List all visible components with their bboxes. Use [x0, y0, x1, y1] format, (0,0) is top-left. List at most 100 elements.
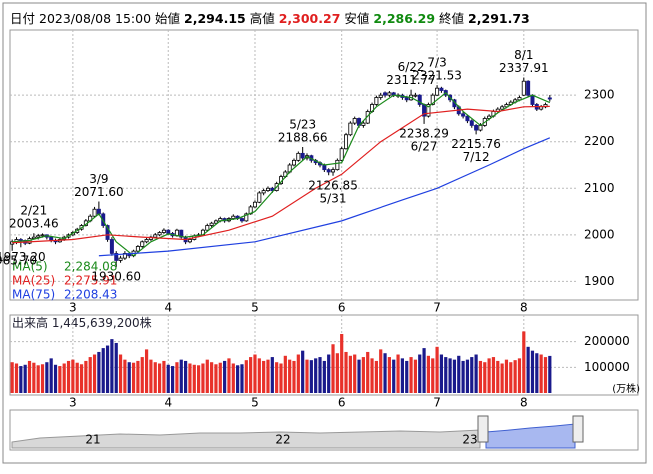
volume-bar: [483, 362, 487, 393]
y-tick-label: 1900: [584, 274, 615, 288]
volume-bar: [205, 359, 209, 393]
annotation-date: 3/9: [89, 172, 108, 186]
candle-body: [430, 94, 435, 105]
volume-bar: [409, 357, 413, 393]
price-panel: [9, 29, 639, 301]
volume-bar: [322, 360, 326, 393]
annotation-value: 2188.66: [278, 131, 328, 145]
candle-body: [378, 94, 383, 98]
volume-bar: [175, 362, 179, 393]
volume-bar: [370, 358, 374, 393]
candle-body: [257, 192, 262, 203]
candle-body: [213, 220, 218, 224]
volume-bar: [75, 362, 79, 393]
annotation-value: 2238.29: [399, 126, 449, 140]
volume-bar: [491, 357, 496, 393]
navigator-handle[interactable]: [477, 415, 489, 443]
volume-bar: [40, 364, 45, 393]
candle-body: [439, 87, 444, 91]
annotation-value: 2003.46: [9, 217, 59, 231]
annotation-value: 1965.70: [0, 253, 37, 267]
candle-body: [118, 257, 123, 261]
legend-name: MA(5): [12, 260, 48, 274]
volume-bar: [153, 362, 157, 393]
candle-body: [135, 246, 140, 252]
volume-bar: [253, 354, 257, 393]
volume-bar: [240, 364, 244, 393]
volume-bar: [392, 359, 396, 393]
candle-body: [335, 159, 340, 171]
legend-value: 2,208.43: [64, 288, 117, 302]
y-tick-label: 2100: [584, 181, 615, 195]
volume-bar: [435, 346, 439, 393]
volume-tick-label: 200000: [584, 334, 630, 348]
open: 2,294.15: [184, 11, 246, 26]
legend-name: MA(75): [12, 288, 55, 302]
volume-bar: [526, 346, 530, 393]
candle-body: [144, 239, 149, 243]
volume-bar: [14, 363, 19, 393]
candle-body: [521, 80, 526, 96]
volume-bar: [201, 363, 205, 393]
volume-bar: [452, 359, 457, 393]
volume-bar: [79, 364, 84, 393]
volume-bar: [296, 354, 300, 393]
candle-body: [166, 229, 171, 234]
navigator-handle[interactable]: [572, 415, 584, 443]
annotation-date: 7/12: [463, 150, 490, 164]
volume-bar: [301, 350, 305, 393]
annotation-value: 2215.76: [451, 137, 501, 151]
candle-body: [239, 218, 244, 222]
volume-bar: [84, 360, 88, 393]
volume-bar: [426, 355, 431, 393]
candle-body: [300, 152, 305, 159]
annotation-value: 2126.85: [308, 178, 358, 192]
candle-body: [296, 152, 301, 161]
annotation-value: 2311.77: [386, 73, 436, 87]
volume-bar: [131, 362, 136, 393]
annotation-value: 2321.53: [412, 69, 462, 83]
volume-bar: [344, 351, 348, 393]
volume-bar: [227, 358, 231, 393]
volume-bar: [448, 358, 452, 393]
volume-bar: [71, 359, 75, 393]
volume-bar: [179, 359, 183, 393]
candle-body: [348, 122, 353, 136]
volume-bar: [53, 364, 58, 393]
candle-body: [140, 241, 145, 247]
annotation-date: 8/1: [514, 48, 533, 62]
volume-bar: [405, 360, 409, 393]
volume-bar: [162, 360, 166, 393]
x-tick-label: 3: [69, 396, 77, 410]
volume-bar: [45, 362, 49, 393]
volume-bar: [530, 350, 535, 393]
candle-body: [105, 225, 110, 240]
y-tick-label: 2200: [584, 134, 615, 148]
volume-bar: [32, 362, 36, 393]
x-tick-label: 6: [338, 301, 346, 315]
volume-bar: [244, 360, 248, 393]
header: 日付 2023/08/08 15:00 始値 2,294.15 高値 2,300…: [10, 11, 530, 26]
volume-bar: [27, 360, 32, 393]
volume-bar: [465, 359, 470, 393]
volume-bar: [266, 359, 270, 393]
low: 2,286.29: [373, 11, 435, 26]
candle-body: [361, 122, 366, 126]
annotation-date: 5/23: [289, 118, 316, 132]
volume-bar: [470, 357, 474, 393]
x-tick-label: 8: [520, 301, 528, 315]
volume-bar: [149, 359, 153, 393]
volume-bar: [197, 365, 201, 393]
volume-bar: [535, 353, 539, 393]
volume-bar: [353, 354, 357, 393]
volume-bar: [279, 363, 283, 393]
volume-unit: (万株): [612, 382, 640, 395]
volume-bar: [88, 357, 92, 393]
annotation-date: 6/22: [398, 60, 425, 74]
volume-bar: [10, 362, 14, 393]
volume-bar: [214, 364, 218, 393]
volume-bar: [431, 358, 435, 393]
volume-bar: [140, 357, 144, 393]
volume-bar: [504, 359, 509, 393]
